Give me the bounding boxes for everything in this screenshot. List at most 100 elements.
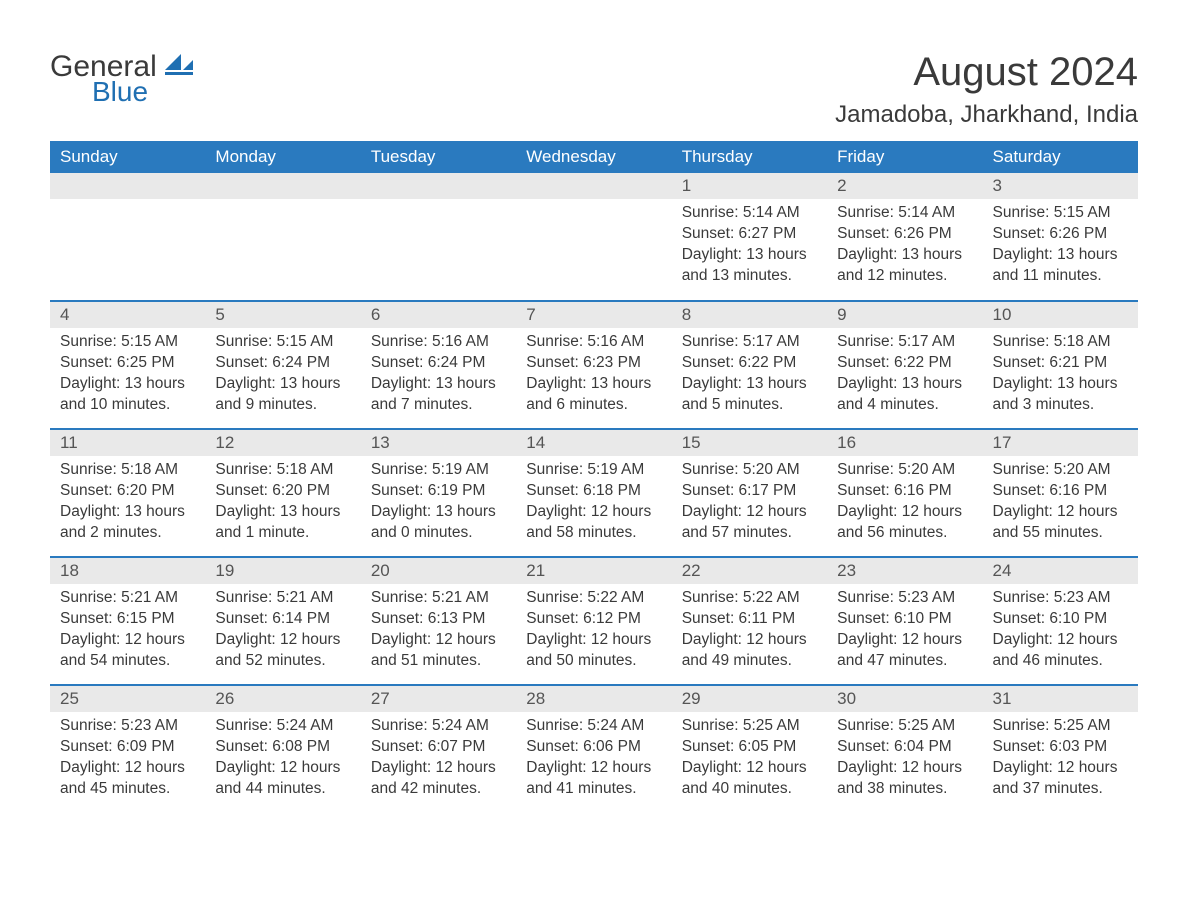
day-number: 1 — [672, 173, 827, 199]
day-details: Sunrise: 5:23 AMSunset: 6:10 PMDaylight:… — [827, 584, 982, 680]
day-number: 6 — [361, 302, 516, 328]
sunrise-text: Sunrise: 5:17 AM — [682, 332, 817, 353]
day-details: Sunrise: 5:22 AMSunset: 6:11 PMDaylight:… — [672, 584, 827, 680]
sunset-text: Sunset: 6:24 PM — [215, 353, 350, 374]
sunrise-text: Sunrise: 5:16 AM — [371, 332, 506, 353]
sunset-text: Sunset: 6:07 PM — [371, 737, 506, 758]
sunset-text: Sunset: 6:17 PM — [682, 481, 817, 502]
sunset-text: Sunset: 6:05 PM — [682, 737, 817, 758]
calendar-cell — [361, 173, 516, 301]
sunset-text: Sunset: 6:22 PM — [837, 353, 972, 374]
day-header: Thursday — [672, 141, 827, 173]
sunset-text: Sunset: 6:16 PM — [837, 481, 972, 502]
day-details: Sunrise: 5:18 AMSunset: 6:20 PMDaylight:… — [205, 456, 360, 552]
day-number: 13 — [361, 430, 516, 456]
sunset-text: Sunset: 6:18 PM — [526, 481, 661, 502]
calendar-cell: 21Sunrise: 5:22 AMSunset: 6:12 PMDayligh… — [516, 557, 671, 685]
sunrise-text: Sunrise: 5:18 AM — [993, 332, 1128, 353]
day-number: 10 — [983, 302, 1138, 328]
calendar-cell: 9Sunrise: 5:17 AMSunset: 6:22 PMDaylight… — [827, 301, 982, 429]
sunrise-text: Sunrise: 5:17 AM — [837, 332, 972, 353]
brand-word-2: Blue — [92, 76, 193, 108]
day-number: 24 — [983, 558, 1138, 584]
day-details: Sunrise: 5:16 AMSunset: 6:24 PMDaylight:… — [361, 328, 516, 424]
calendar-week: 11Sunrise: 5:18 AMSunset: 6:20 PMDayligh… — [50, 429, 1138, 557]
day-details: Sunrise: 5:18 AMSunset: 6:20 PMDaylight:… — [50, 456, 205, 552]
day-details: Sunrise: 5:21 AMSunset: 6:15 PMDaylight:… — [50, 584, 205, 680]
sunset-text: Sunset: 6:25 PM — [60, 353, 195, 374]
day-header-row: Sunday Monday Tuesday Wednesday Thursday… — [50, 141, 1138, 173]
sunrise-text: Sunrise: 5:14 AM — [837, 203, 972, 224]
daylight-text: Daylight: 13 hours and 5 minutes. — [682, 374, 817, 416]
sunset-text: Sunset: 6:06 PM — [526, 737, 661, 758]
sunrise-text: Sunrise: 5:20 AM — [837, 460, 972, 481]
sunrise-text: Sunrise: 5:25 AM — [837, 716, 972, 737]
calendar-cell: 13Sunrise: 5:19 AMSunset: 6:19 PMDayligh… — [361, 429, 516, 557]
sunrise-text: Sunrise: 5:23 AM — [60, 716, 195, 737]
day-details: Sunrise: 5:25 AMSunset: 6:03 PMDaylight:… — [983, 712, 1138, 808]
daylight-text: Daylight: 13 hours and 1 minute. — [215, 502, 350, 544]
calendar-cell — [205, 173, 360, 301]
day-number: 11 — [50, 430, 205, 456]
sunrise-text: Sunrise: 5:21 AM — [371, 588, 506, 609]
day-number: 31 — [983, 686, 1138, 712]
calendar-cell: 15Sunrise: 5:20 AMSunset: 6:17 PMDayligh… — [672, 429, 827, 557]
day-number: 29 — [672, 686, 827, 712]
sunrise-text: Sunrise: 5:24 AM — [371, 716, 506, 737]
calendar-cell: 19Sunrise: 5:21 AMSunset: 6:14 PMDayligh… — [205, 557, 360, 685]
daylight-text: Daylight: 12 hours and 58 minutes. — [526, 502, 661, 544]
day-number: 12 — [205, 430, 360, 456]
day-number: 22 — [672, 558, 827, 584]
sunrise-text: Sunrise: 5:20 AM — [993, 460, 1128, 481]
calendar-cell: 31Sunrise: 5:25 AMSunset: 6:03 PMDayligh… — [983, 685, 1138, 813]
daylight-text: Daylight: 12 hours and 41 minutes. — [526, 758, 661, 800]
day-header: Tuesday — [361, 141, 516, 173]
sunset-text: Sunset: 6:19 PM — [371, 481, 506, 502]
calendar-cell: 25Sunrise: 5:23 AMSunset: 6:09 PMDayligh… — [50, 685, 205, 813]
day-details: Sunrise: 5:15 AMSunset: 6:26 PMDaylight:… — [983, 199, 1138, 295]
daylight-text: Daylight: 13 hours and 0 minutes. — [371, 502, 506, 544]
calendar-week: 1Sunrise: 5:14 AMSunset: 6:27 PMDaylight… — [50, 173, 1138, 301]
sunset-text: Sunset: 6:21 PM — [993, 353, 1128, 374]
sunset-text: Sunset: 6:13 PM — [371, 609, 506, 630]
daylight-text: Daylight: 12 hours and 49 minutes. — [682, 630, 817, 672]
sunrise-text: Sunrise: 5:18 AM — [60, 460, 195, 481]
calendar-cell: 26Sunrise: 5:24 AMSunset: 6:08 PMDayligh… — [205, 685, 360, 813]
day-details: Sunrise: 5:18 AMSunset: 6:21 PMDaylight:… — [983, 328, 1138, 424]
day-details: Sunrise: 5:17 AMSunset: 6:22 PMDaylight:… — [827, 328, 982, 424]
calendar-cell: 14Sunrise: 5:19 AMSunset: 6:18 PMDayligh… — [516, 429, 671, 557]
sunset-text: Sunset: 6:04 PM — [837, 737, 972, 758]
day-number: 9 — [827, 302, 982, 328]
page-title: August 2024 — [835, 50, 1138, 95]
daylight-text: Daylight: 12 hours and 45 minutes. — [60, 758, 195, 800]
day-number: 8 — [672, 302, 827, 328]
sunset-text: Sunset: 6:20 PM — [215, 481, 350, 502]
day-header: Friday — [827, 141, 982, 173]
sunrise-text: Sunrise: 5:20 AM — [682, 460, 817, 481]
sunrise-text: Sunrise: 5:15 AM — [215, 332, 350, 353]
sunrise-text: Sunrise: 5:23 AM — [837, 588, 972, 609]
sunrise-text: Sunrise: 5:22 AM — [682, 588, 817, 609]
daylight-text: Daylight: 12 hours and 55 minutes. — [993, 502, 1128, 544]
sunset-text: Sunset: 6:14 PM — [215, 609, 350, 630]
calendar-cell: 5Sunrise: 5:15 AMSunset: 6:24 PMDaylight… — [205, 301, 360, 429]
calendar-cell: 12Sunrise: 5:18 AMSunset: 6:20 PMDayligh… — [205, 429, 360, 557]
day-number: 26 — [205, 686, 360, 712]
day-number: 19 — [205, 558, 360, 584]
calendar-cell: 6Sunrise: 5:16 AMSunset: 6:24 PMDaylight… — [361, 301, 516, 429]
calendar-cell: 4Sunrise: 5:15 AMSunset: 6:25 PMDaylight… — [50, 301, 205, 429]
daylight-text: Daylight: 13 hours and 10 minutes. — [60, 374, 195, 416]
sunset-text: Sunset: 6:20 PM — [60, 481, 195, 502]
daylight-text: Daylight: 12 hours and 56 minutes. — [837, 502, 972, 544]
daylight-text: Daylight: 13 hours and 4 minutes. — [837, 374, 972, 416]
sunset-text: Sunset: 6:23 PM — [526, 353, 661, 374]
day-details: Sunrise: 5:23 AMSunset: 6:10 PMDaylight:… — [983, 584, 1138, 680]
day-details: Sunrise: 5:24 AMSunset: 6:06 PMDaylight:… — [516, 712, 671, 808]
day-details: Sunrise: 5:25 AMSunset: 6:05 PMDaylight:… — [672, 712, 827, 808]
sunset-text: Sunset: 6:24 PM — [371, 353, 506, 374]
daylight-text: Daylight: 12 hours and 54 minutes. — [60, 630, 195, 672]
day-number: 23 — [827, 558, 982, 584]
calendar-cell: 20Sunrise: 5:21 AMSunset: 6:13 PMDayligh… — [361, 557, 516, 685]
day-details: Sunrise: 5:16 AMSunset: 6:23 PMDaylight:… — [516, 328, 671, 424]
sunrise-text: Sunrise: 5:15 AM — [60, 332, 195, 353]
